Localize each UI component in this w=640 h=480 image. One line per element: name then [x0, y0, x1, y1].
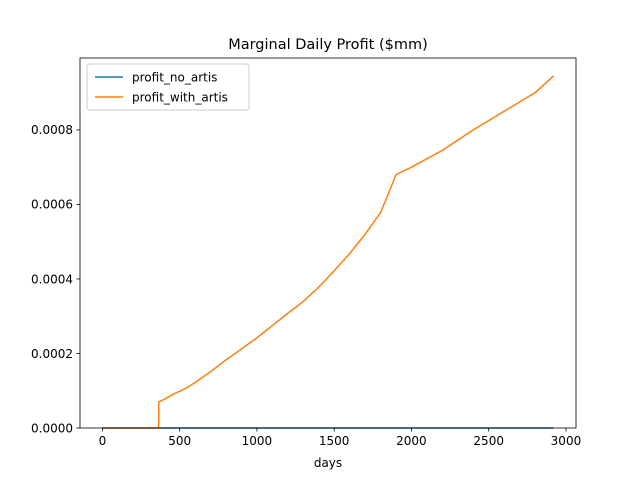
- y-tick-label: 0.0006: [31, 198, 73, 212]
- x-tick-label: 2500: [473, 434, 504, 448]
- y-axis-ticks: 0.0000 0.0002 0.0004 0.0006 0.0008: [31, 123, 80, 435]
- legend-label: profit_no_artis: [132, 70, 217, 84]
- x-axis-label: days: [314, 456, 342, 470]
- y-tick-label: 0.0002: [31, 347, 73, 361]
- y-tick-label: 0.0008: [31, 123, 73, 137]
- x-tick-label: 3000: [551, 434, 582, 448]
- y-tick-label: 0.0004: [31, 272, 73, 286]
- chart-title: Marginal Daily Profit ($mm): [228, 37, 428, 53]
- series-line-profit-with-artis: [102, 75, 555, 429]
- y-tick-label: 0.0000: [31, 421, 73, 435]
- x-tick-label: 2000: [396, 434, 427, 448]
- legend-label: profit_with_artis: [132, 90, 228, 104]
- x-tick-label: 1000: [242, 434, 273, 448]
- legend: profit_no_artis profit_with_artis: [86, 63, 250, 111]
- legend-box: [86, 63, 250, 111]
- x-axis-ticks: 0 500 1000 1500 2000 2500 3000: [99, 428, 582, 448]
- x-tick-label: 1500: [319, 434, 350, 448]
- plot-frame: [79, 57, 577, 429]
- x-tick-label: 500: [168, 434, 191, 448]
- plot-lines: [102, 75, 555, 429]
- x-tick-label: 0: [99, 434, 107, 448]
